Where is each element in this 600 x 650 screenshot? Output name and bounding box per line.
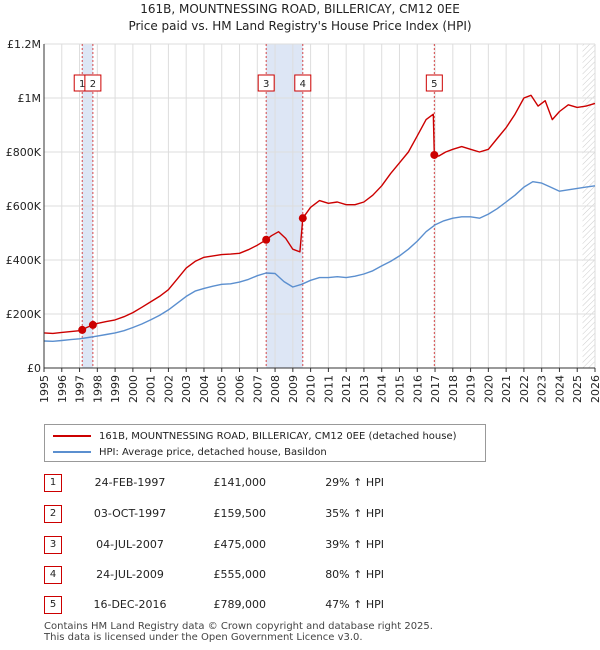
y-tick-label: £800K [6,146,42,159]
sale-marker-box [294,74,312,92]
transaction-hpi: 29% ↑ HPI [325,476,384,489]
y-tick-label: £200K [6,308,42,321]
transaction-price: £159,500 [213,507,267,520]
x-tick-label: 2003 [180,375,193,403]
x-tick-label: 2020 [482,375,495,403]
transaction-hpi: 80% ↑ HPI [325,568,384,581]
x-tick-label: 2001 [145,375,158,403]
transaction-price: £475,000 [213,538,267,551]
transaction-date: 24-FEB-1997 [94,476,166,489]
x-tick-label: 1997 [74,375,87,403]
price-chart: 1 2 3 4 5 £0 £200K £400K £600K £800K £1M £1.2M 1995 1… [6,38,600,403]
sale-marker-box [84,74,102,92]
chart-subtitle: Price paid vs. HM Land Registry's House … [128,19,472,33]
x-tick-label: 2009 [287,375,300,403]
x-tick-label: 2002 [162,375,175,403]
x-tick-label: 2015 [393,375,406,403]
sale-marker-label: 3 [263,79,269,90]
transaction-number: 1 [44,474,62,492]
x-tick-label: 2019 [465,375,478,403]
x-tick-label: 1995 [38,375,51,403]
x-tick-label: 2023 [536,375,549,403]
chart-legend: 161B, MOUNTNESSING ROAD, BILLERICAY, CM1… [44,424,486,462]
x-tick-label: 2024 [553,375,566,403]
sale-marker-label: 2 [90,79,96,90]
sale-point [262,235,271,244]
sale-point [88,320,97,329]
sale-marker-label: 1 [79,79,85,90]
x-tick-label: 2004 [198,375,211,403]
chart-title: 161B, MOUNTNESSING ROAD, BILLERICAY, CM1… [140,2,460,16]
x-tick-label: 2000 [127,375,140,403]
transaction-date: 04-JUL-2007 [96,538,164,551]
x-tick-label: 2026 [589,375,600,403]
legend-item-property: 161B, MOUNTNESSING ROAD, BILLERICAY, CM1… [53,429,457,443]
transaction-number: 4 [44,566,62,584]
transaction-price: £141,000 [213,476,267,489]
sale-point [298,214,307,223]
legend-swatch-property [53,435,91,437]
x-tick-label: 2025 [571,375,584,403]
property-price-line [43,94,596,335]
sale-point [430,150,439,159]
footer-licence: This data is licensed under the Open Gov… [44,632,363,643]
x-tick-label: 2018 [447,375,460,403]
y-tick-label: £400K [6,254,42,267]
x-tick-label: 1998 [91,375,104,403]
x-tick-label: 2008 [269,375,282,403]
legend-item-hpi: HPI: Average price, detached house, Basi… [53,445,327,459]
sale-marker-box [425,74,443,92]
y-tick-label: £1.2M [7,38,41,51]
hpi-line [43,181,596,342]
transaction-price: £555,000 [213,568,267,581]
x-tick-label: 2012 [340,375,353,403]
x-tick-label: 1999 [109,375,122,403]
x-tick-label: 2016 [411,375,424,403]
transaction-number: 5 [44,596,62,614]
x-tick-label: 2005 [216,375,229,403]
x-tick-label: 2011 [322,375,335,403]
y-tick-label: £600K [6,200,42,213]
x-tick-label: 2010 [305,375,318,403]
transaction-date: 16-DEC-2016 [93,598,167,611]
transaction-date: 03-OCT-1997 [93,507,167,520]
y-tick-label: £1M [18,92,42,105]
transaction-hpi: 35% ↑ HPI [325,507,384,520]
x-tick-label: 2017 [429,375,442,403]
legend-swatch-hpi [53,451,91,453]
transaction-hpi: 47% ↑ HPI [325,598,384,611]
transaction-price: £789,000 [213,598,267,611]
x-tick-label: 2021 [500,375,513,403]
x-tick-label: 2007 [251,375,264,403]
sale-marker-box [257,74,275,92]
x-tick-label: 2013 [358,375,371,403]
transaction-number: 2 [44,505,62,523]
sale-marker-label: 4 [300,79,306,90]
footer-copyright: Contains HM Land Registry data © Crown c… [44,621,433,632]
x-tick-label: 2022 [518,375,531,403]
y-tick-label: £0 [27,362,41,375]
x-tick-label: 1996 [56,375,69,403]
legend-label-property: 161B, MOUNTNESSING ROAD, BILLERICAY, CM1… [99,430,457,442]
sale-marker-label: 5 [431,79,437,90]
transaction-hpi: 39% ↑ HPI [325,538,384,551]
x-tick-label: 2014 [376,375,389,403]
transaction-date: 24-JUL-2009 [96,568,164,581]
sale-point [78,325,87,334]
transaction-number: 3 [44,536,62,554]
x-tick-label: 2006 [234,375,247,403]
legend-label-hpi: HPI: Average price, detached house, Basi… [99,446,327,458]
